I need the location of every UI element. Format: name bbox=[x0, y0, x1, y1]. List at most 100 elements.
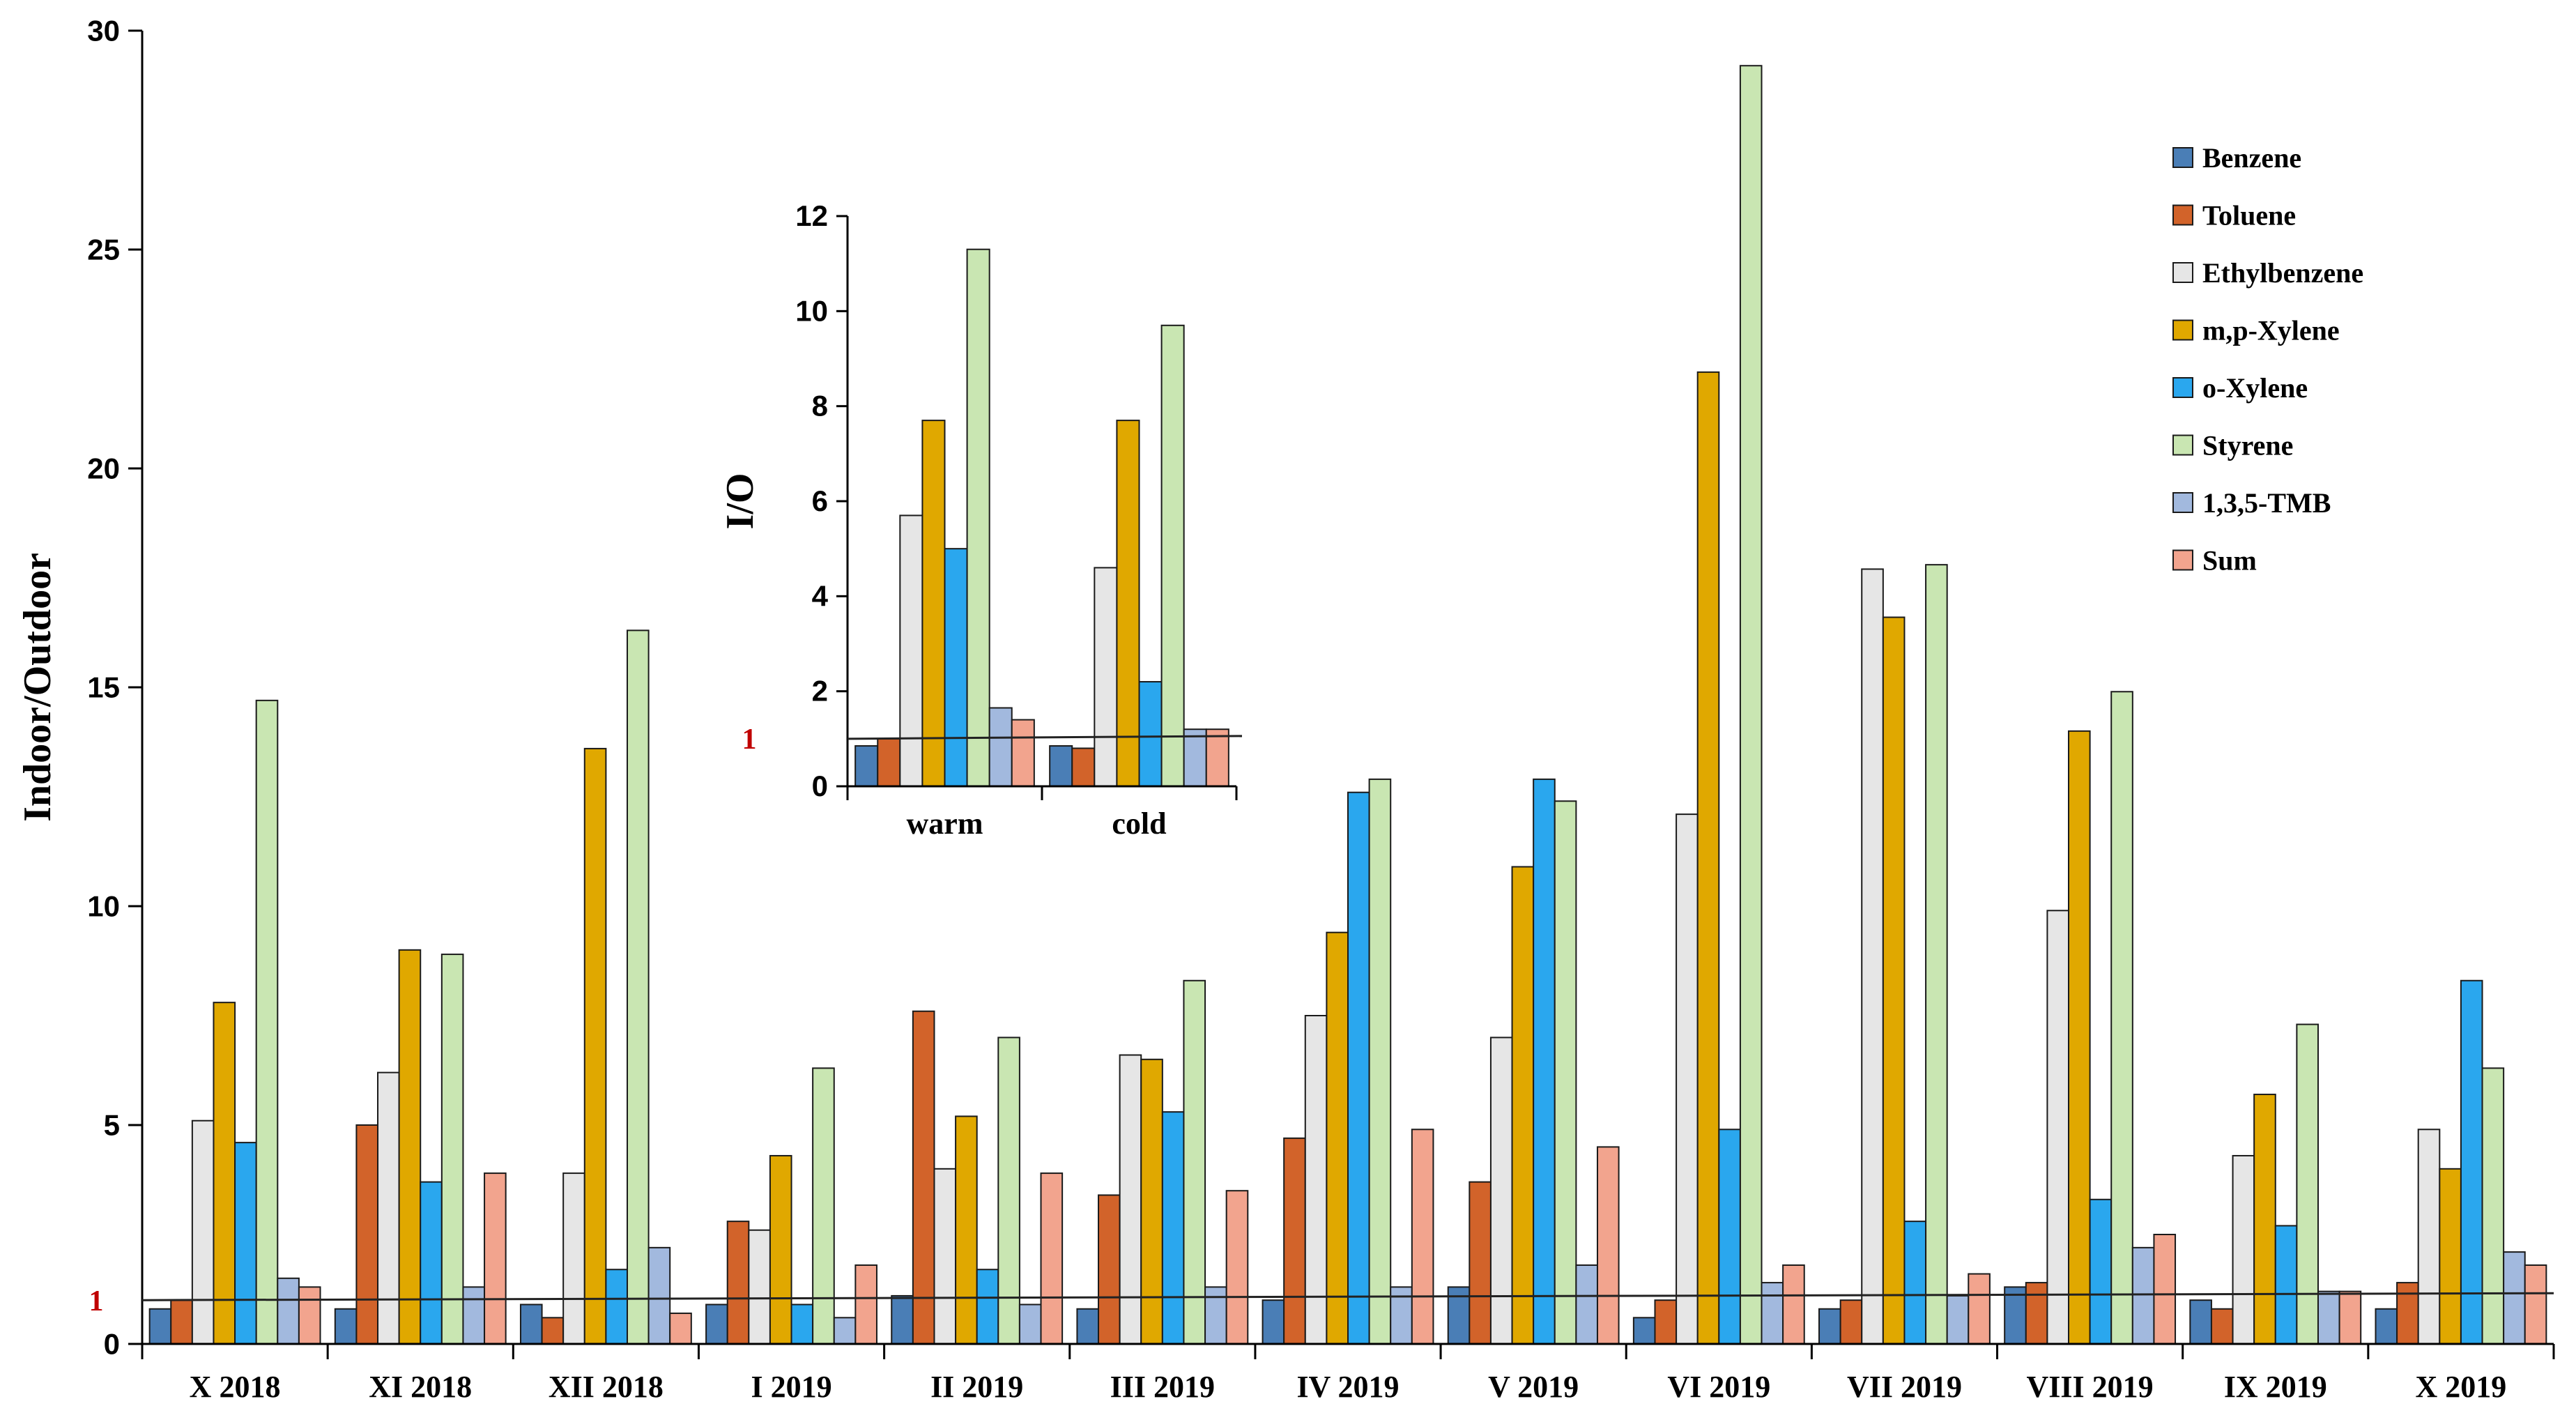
legend-swatch-1-3-5-tmb bbox=[2172, 492, 2193, 513]
main-xtick-label-ii-2019: II 2019 bbox=[930, 1370, 1023, 1404]
main-bar-benzene-vi-2019 bbox=[1632, 1317, 1656, 1345]
main-xtick-label-iv-2019: IV 2019 bbox=[1296, 1370, 1399, 1404]
main-bar-sum-xii-2018 bbox=[669, 1313, 692, 1345]
main-bar-ethylbenzene-x-2019 bbox=[2417, 1129, 2441, 1345]
main-bar-toluene-ii-2019 bbox=[912, 1010, 935, 1345]
main-bar-styrene-viii-2019 bbox=[2110, 691, 2133, 1345]
legend-label-benzene: Benzene bbox=[2202, 142, 2301, 174]
legend-label-ethylbenzene: Ethylbenzene bbox=[2202, 257, 2363, 289]
main-reference-line bbox=[141, 1292, 2554, 1301]
main-bar-styrene-v-2019 bbox=[1554, 800, 1577, 1345]
main-bar-1-3-5-tmb-vii-2019 bbox=[1946, 1294, 1970, 1345]
inset-bar-benzene-cold bbox=[1049, 745, 1073, 788]
legend-swatch-ethylbenzene bbox=[2172, 262, 2193, 283]
main-bar-m-p-xylene-i-2019 bbox=[769, 1154, 792, 1345]
main-bar-toluene-i-2019 bbox=[726, 1221, 750, 1345]
main-bar-ethylbenzene-vii-2019 bbox=[1861, 568, 1884, 1345]
main-bar-sum-viii-2019 bbox=[2153, 1234, 2177, 1345]
main-bar-benzene-iii-2019 bbox=[1076, 1308, 1100, 1345]
legend-swatch-benzene bbox=[2172, 147, 2193, 168]
inset-xtick-label-warm: warm bbox=[907, 806, 983, 841]
main-bar-benzene-vii-2019 bbox=[1818, 1308, 1841, 1345]
main-bar-benzene-ix-2019 bbox=[2189, 1299, 2212, 1345]
main-bar-toluene-ix-2019 bbox=[2210, 1308, 2234, 1345]
legend-swatch-o-xylene bbox=[2172, 377, 2193, 398]
main-bar-ethylbenzene-ii-2019 bbox=[933, 1168, 957, 1345]
main-bar-ethylbenzene-viii-2019 bbox=[2046, 910, 2070, 1345]
main-xtick-label-x-2018: X 2018 bbox=[190, 1370, 281, 1404]
main-bar-ethylbenzene-v-2019 bbox=[1489, 1037, 1513, 1345]
main-bar-styrene-xi-2018 bbox=[440, 954, 464, 1345]
main-bar-toluene-iii-2019 bbox=[1098, 1194, 1121, 1345]
legend-label-toluene: Toluene bbox=[2202, 200, 2296, 231]
inset-bar-ethylbenzene-cold bbox=[1094, 567, 1118, 788]
main-bar-o-xylene-ii-2019 bbox=[976, 1269, 999, 1345]
inset-ytick-label: 6 bbox=[812, 484, 828, 517]
legend-label-sum: Sum bbox=[2202, 545, 2257, 576]
main-bar-ethylbenzene-iii-2019 bbox=[1119, 1054, 1142, 1345]
main-bar-1-3-5-tmb-viii-2019 bbox=[2131, 1246, 2155, 1345]
main-bar-styrene-ix-2019 bbox=[2296, 1023, 2319, 1345]
main-bar-1-3-5-tmb-vi-2019 bbox=[1761, 1282, 1784, 1345]
main-bar-o-xylene-xii-2018 bbox=[605, 1269, 628, 1345]
inset-y-axis-label: I/O bbox=[719, 473, 762, 530]
main-bar-ethylbenzene-xi-2018 bbox=[377, 1071, 400, 1345]
main-bar-o-xylene-x-2018 bbox=[234, 1142, 257, 1345]
main-bar-toluene-iv-2019 bbox=[1283, 1137, 1306, 1345]
inset-bar-ethylbenzene-warm bbox=[899, 514, 923, 787]
inset-bar-1-3-5-tmb-warm bbox=[988, 707, 1013, 788]
main-bar-benzene-x-2018 bbox=[148, 1308, 172, 1345]
main-bar-sum-i-2019 bbox=[854, 1264, 877, 1345]
main-xtick-label-x-2019: X 2019 bbox=[2416, 1370, 2507, 1404]
main-bar-m-p-xylene-x-2019 bbox=[2439, 1168, 2462, 1345]
main-bar-styrene-iii-2019 bbox=[1183, 979, 1206, 1345]
main-bar-toluene-x-2018 bbox=[170, 1299, 193, 1345]
main-bar-1-3-5-tmb-ii-2019 bbox=[1018, 1304, 1042, 1345]
main-bar-1-3-5-tmb-x-2019 bbox=[2503, 1251, 2526, 1345]
main-bar-ethylbenzene-xii-2018 bbox=[562, 1172, 585, 1345]
main-xtick-label-ix-2019: IX 2019 bbox=[2224, 1370, 2327, 1404]
main-bar-toluene-viii-2019 bbox=[2025, 1282, 2048, 1345]
legend-swatch-m-p-xylene bbox=[2172, 319, 2193, 341]
main-ytick-label: 10 bbox=[87, 890, 120, 923]
main-bar-o-xylene-i-2019 bbox=[790, 1304, 814, 1345]
inset-ytick-label: 10 bbox=[795, 294, 828, 327]
main-bar-1-3-5-tmb-i-2019 bbox=[833, 1317, 857, 1345]
main-bar-styrene-vi-2019 bbox=[1739, 65, 1763, 1345]
inset-bar-1-3-5-tmb-cold bbox=[1183, 728, 1207, 787]
inset-bar-toluene-cold bbox=[1071, 747, 1096, 788]
main-bar-sum-vii-2019 bbox=[1968, 1273, 1991, 1345]
main-ytick-label: 25 bbox=[87, 234, 120, 266]
inset-bar-sum-warm bbox=[1011, 719, 1035, 787]
main-xtick-label-v-2019: V 2019 bbox=[1488, 1370, 1579, 1404]
inset-bar-sum-cold bbox=[1205, 728, 1229, 787]
legend-label-1-3-5-tmb: 1,3,5-TMB bbox=[2202, 487, 2331, 519]
legend-label-m-p-xylene: m,p-Xylene bbox=[2202, 315, 2340, 346]
main-bar-sum-iii-2019 bbox=[1225, 1190, 1249, 1345]
main-xtick-label-iii-2019: III 2019 bbox=[1110, 1370, 1215, 1404]
inset-bar-styrene-warm bbox=[966, 248, 990, 787]
main-bar-1-3-5-tmb-xi-2018 bbox=[462, 1286, 486, 1345]
legend-swatch-toluene bbox=[2172, 204, 2193, 226]
inset-bar-styrene-cold bbox=[1160, 324, 1185, 787]
main-bar-sum-iv-2019 bbox=[1411, 1129, 1434, 1345]
legend: Benzene Toluene Ethylbenzene m,p-Xylene o-Xy… bbox=[2172, 142, 2363, 576]
main-bar-sum-x-2019 bbox=[2524, 1264, 2547, 1345]
main-bar-styrene-i-2019 bbox=[812, 1067, 835, 1345]
legend-swatch-styrene bbox=[2172, 434, 2193, 456]
main-reference-label: 1 bbox=[89, 1285, 104, 1317]
inset-xtick-label-cold: cold bbox=[1112, 806, 1166, 841]
main-bar-sum-ii-2019 bbox=[1040, 1172, 1064, 1345]
main-bar-1-3-5-tmb-ix-2019 bbox=[2317, 1290, 2340, 1345]
main-bar-o-xylene-viii-2019 bbox=[2089, 1198, 2113, 1345]
main-bar-styrene-iv-2019 bbox=[1368, 778, 1392, 1345]
main-y-axis-label: Indoor/Outdoor bbox=[16, 553, 59, 822]
legend-label-o-xylene: o-Xylene bbox=[2202, 372, 2308, 404]
main-bar-benzene-i-2019 bbox=[705, 1304, 728, 1345]
main-bar-styrene-x-2018 bbox=[255, 699, 279, 1345]
main-bar-o-xylene-vi-2019 bbox=[1718, 1129, 1741, 1345]
inset-reference-line bbox=[847, 735, 1243, 740]
inset-ytick-label: 2 bbox=[812, 675, 828, 708]
